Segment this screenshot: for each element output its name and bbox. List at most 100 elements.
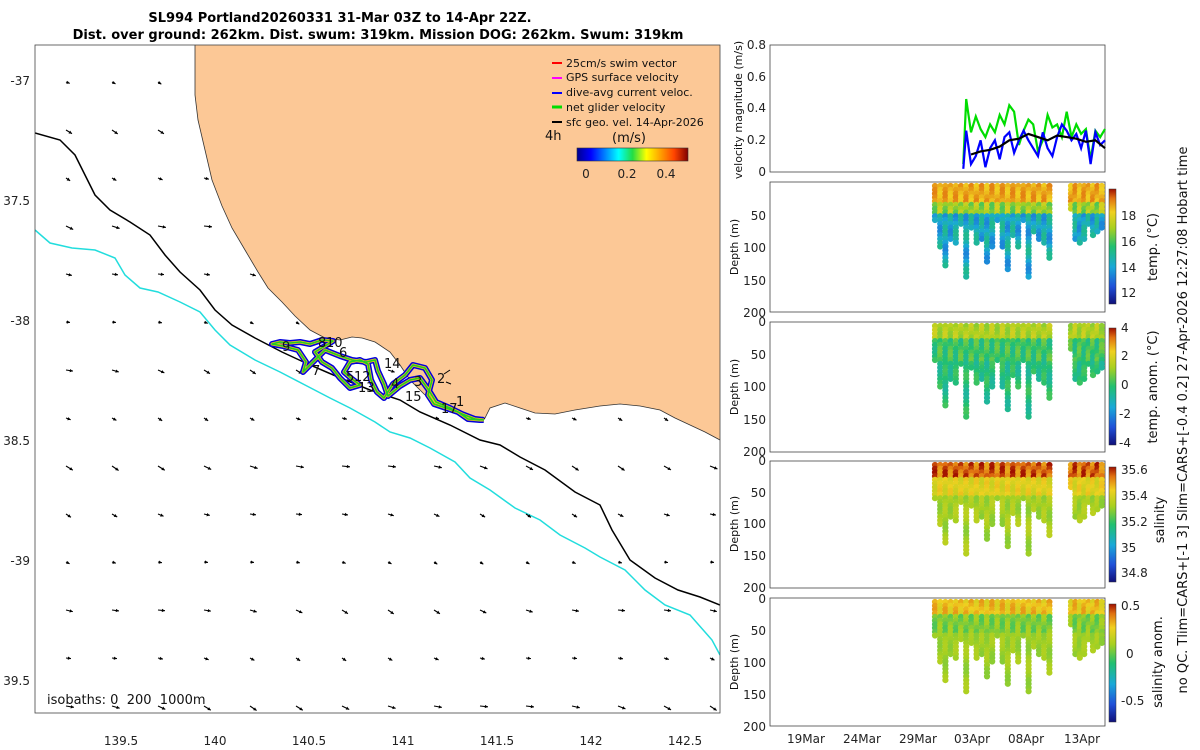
sal-y-label: Depth (m) [728, 496, 741, 552]
sanom-y-label: Depth (m) [728, 634, 741, 690]
colorbar-tick: 0.2 [617, 167, 636, 181]
velocity-line [962, 98, 1106, 165]
temp-c-tick: 18 [1121, 209, 1136, 223]
sanom-y-tick: 150 [743, 688, 766, 702]
current-arrow-head [342, 657, 347, 661]
profile-sample [973, 654, 980, 661]
current-arrow-head [435, 657, 439, 661]
current-arrow-head [572, 560, 576, 564]
current-arrow-head [250, 417, 255, 421]
current-arrow-head [207, 707, 211, 711]
profile-sample [1081, 513, 1088, 520]
profile-sample [983, 673, 991, 680]
current-arrow-head [619, 513, 624, 517]
profile-sample [1035, 651, 1043, 658]
profile-sample [931, 632, 939, 639]
net-velocity-track [271, 339, 485, 421]
current-arrow-head [250, 560, 254, 564]
track-label: 1 [456, 395, 464, 410]
map-x-tick: 141.5 [480, 734, 514, 748]
profile-sample [1004, 406, 1011, 413]
profile-sample [999, 520, 1006, 528]
profile-sample [1089, 647, 1097, 654]
profile-sample [994, 632, 1001, 639]
current-arrow-head [159, 656, 163, 661]
profile-sample [968, 224, 975, 231]
legend-label: sfc geo. vel. 14-Apr-2026 [566, 116, 704, 129]
current-arrow-head [250, 657, 255, 661]
current-arrow-head [346, 464, 350, 469]
current-arrow-head [525, 560, 530, 564]
current-arrow-head [206, 272, 210, 277]
current-arrow-head [69, 467, 73, 471]
current-arrow-head [112, 80, 116, 84]
current-arrow-head [69, 368, 73, 373]
tanom-colorbar [1108, 327, 1117, 446]
sal-c-tick: 34.8 [1121, 566, 1148, 580]
profile-sample [1041, 239, 1048, 246]
profile-sample [947, 651, 954, 658]
current-arrow-head [112, 177, 117, 181]
current-arrow-head [573, 514, 578, 518]
current-arrow-head [70, 705, 74, 709]
profile-sample [963, 550, 970, 557]
current-arrow-head [113, 656, 117, 660]
profile-sample [1094, 506, 1101, 513]
profile-sample [957, 220, 965, 227]
current-arrow-head [527, 514, 531, 518]
profile-sample [1072, 651, 1079, 658]
current-arrow-head [207, 466, 212, 470]
profile-sample [989, 658, 996, 665]
date-tick: 24Mar [843, 732, 881, 746]
profile-sample [1020, 216, 1027, 224]
current-arrow-head [344, 512, 348, 517]
track-label: 15 [405, 390, 422, 405]
profile-sample [1046, 532, 1053, 539]
profile-sample [1076, 379, 1083, 386]
profile-sample [1015, 658, 1022, 665]
profile-sample [978, 513, 985, 520]
profile-sample [1085, 220, 1092, 227]
current-arrow-head [438, 465, 442, 469]
velocity-series [962, 98, 1106, 169]
current-arrow-head [573, 417, 577, 421]
current-arrow-head [435, 416, 439, 420]
profile-sample [1025, 550, 1032, 557]
map-x-tick: 140.5 [292, 734, 326, 748]
profile-sample [1009, 647, 1017, 654]
current-arrow-head [343, 416, 347, 421]
temp-anomaly-panel: 0 50 100 150 200 Depth (m) -4 -2 0 2 4 t… [728, 315, 1161, 459]
current-arrow-head [713, 609, 717, 613]
current-arrow-head [666, 513, 670, 517]
profile-sample [1072, 513, 1079, 520]
profile-sample [1089, 509, 1097, 517]
land-cape [270, 238, 293, 295]
temp-c-tick: 12 [1121, 286, 1136, 300]
title-line-2: Dist. over ground: 262km. Dist. swum: 31… [73, 28, 684, 43]
current-arrow-head [619, 656, 623, 660]
profile-sample [952, 239, 959, 246]
current-arrow-head [667, 706, 672, 710]
profile-sample [994, 356, 1001, 364]
current-arrow-head [622, 706, 626, 710]
profile-sample [942, 677, 949, 684]
temp-y-tick: 150 [743, 274, 766, 288]
current-arrow-head [204, 320, 208, 324]
current-arrow-head [204, 560, 208, 564]
map-y-tick: 38.5 [3, 434, 30, 448]
temperature-panel: 50 100 150 200 Depth (m) 12 14 16 18 tem… [728, 181, 1161, 320]
profile-sample [1041, 517, 1048, 524]
current-arrow-head [664, 417, 669, 421]
current-vectors [65, 80, 718, 711]
profile-sample [968, 502, 975, 509]
date-tick: 08Apr [1008, 732, 1044, 746]
profile-sample [1098, 224, 1105, 231]
current-arrow-head [158, 417, 163, 421]
track-label: 17 [441, 402, 458, 417]
current-arrow-head [68, 130, 72, 134]
current-arrow-head [392, 464, 396, 469]
profile-sample [1035, 235, 1043, 242]
position-marker [443, 369, 452, 385]
map-x-axis: 139.5 140 140.5 141 141.5 142 142.5 [104, 734, 702, 748]
current-arrow-head [299, 707, 303, 711]
